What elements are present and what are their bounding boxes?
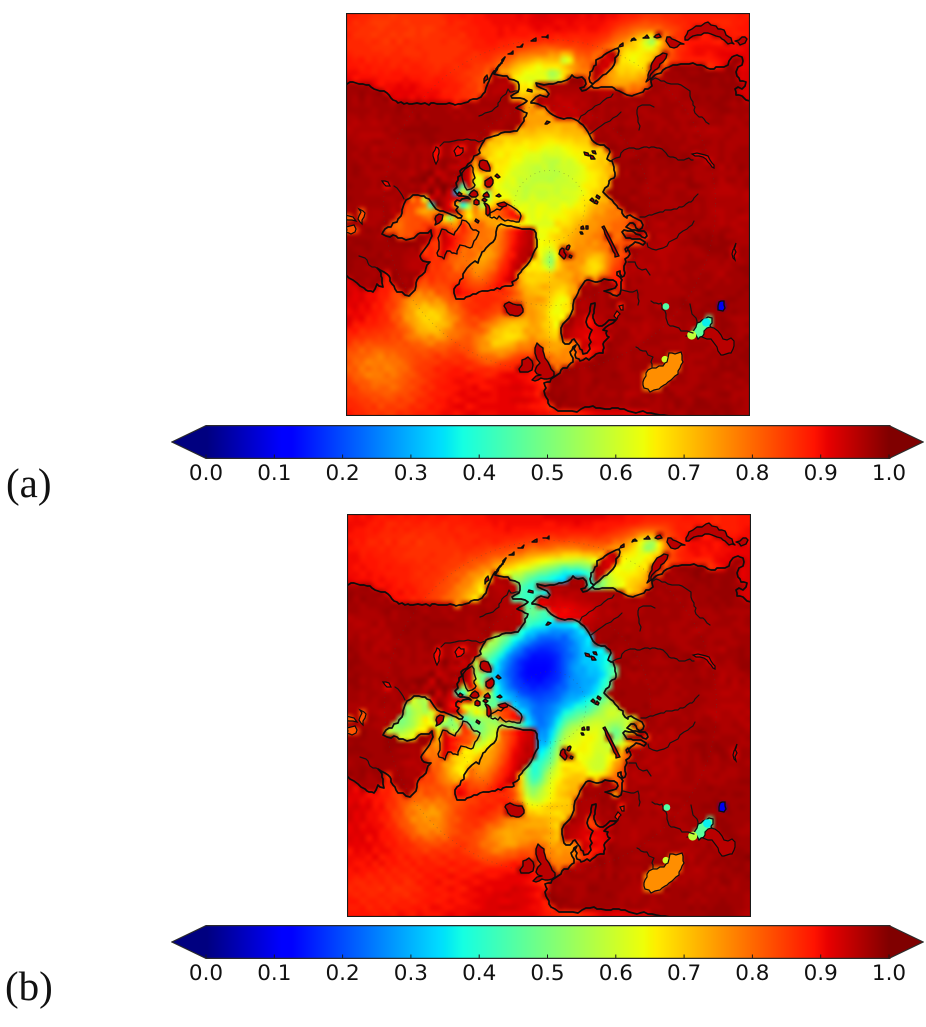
colorbar-panel-b [171, 925, 924, 959]
arctic-map-panel-a [346, 13, 750, 416]
colorbar-tick-label: 0.4 [462, 961, 497, 986]
colorbar-tick-label: 0.3 [393, 961, 428, 986]
colorbar-tick-label: 0.8 [735, 961, 770, 986]
colorbar-tick-label: 0.3 [393, 461, 428, 486]
colorbar-tick-label: 0.5 [530, 461, 565, 486]
colorbar-tick-label: 0.6 [598, 461, 633, 486]
colorbar-tick-labels-b: 0.0 0.1 0.2 0.3 0.4 0.5 0.6 0.7 0.8 0.9 1.0 [171, 961, 924, 986]
colorbar-tick-label: 0.0 [188, 461, 224, 486]
colorbar-tick-label: 1.0 [871, 961, 907, 986]
colorbar-tick-label: 0.0 [188, 961, 224, 986]
colorbar-tick-label: 0.5 [530, 961, 565, 986]
colorbar-tick-label: 0.9 [803, 461, 838, 486]
colorbar-tick-label: 0.4 [462, 461, 497, 486]
colorbar-tick-label: 0.9 [803, 961, 838, 986]
colorbar-tick-labels-a: 0.0 0.1 0.2 0.3 0.4 0.5 0.6 0.7 0.8 0.9 1.0 [171, 461, 924, 486]
colorbar-tick-label: 0.8 [735, 461, 770, 486]
colorbar-tick-label: 1.0 [871, 461, 907, 486]
colorbar-tick-label: 0.6 [598, 961, 633, 986]
colorbar-panel-a [171, 425, 924, 459]
colorbar-tick-label: 0.7 [666, 461, 702, 486]
arctic-map-panel-b [347, 514, 751, 917]
panel-label-a: (a) [6, 460, 52, 506]
colorbar-tick-label: 0.1 [257, 961, 292, 986]
colorbar-tick-label: 0.1 [257, 461, 292, 486]
colorbar-tick-label: 0.7 [666, 961, 702, 986]
colorbar-tick-label: 0.2 [325, 461, 360, 486]
colorbar-tick-label: 0.2 [325, 961, 360, 986]
panel-label-b: (b) [5, 963, 53, 1009]
